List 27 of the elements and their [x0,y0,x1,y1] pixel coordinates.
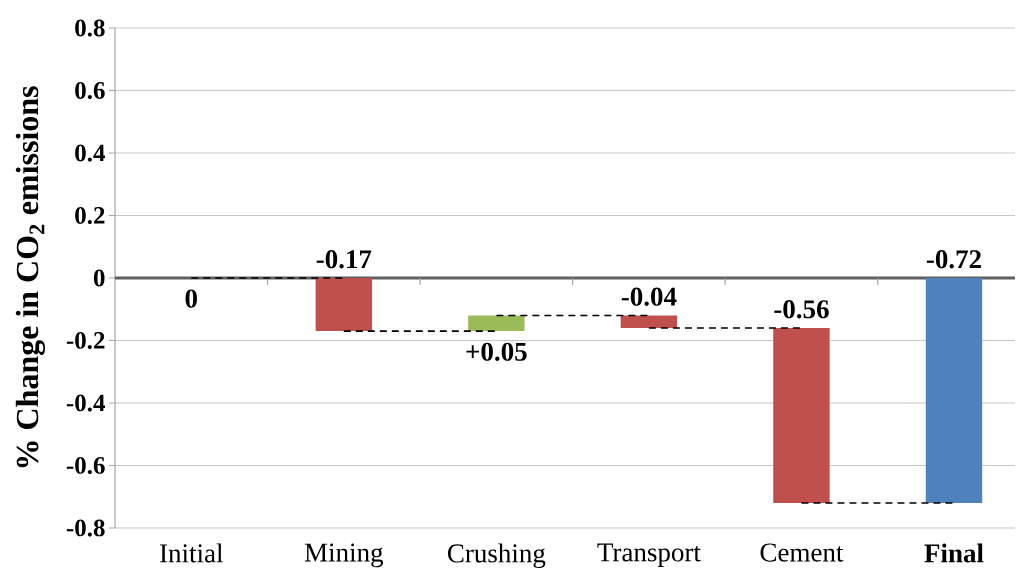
y-tick-label: -0.4 [66,394,105,412]
data-label: -0.72 [926,250,981,269]
y-tick-label: 0.8 [75,19,105,37]
bar [773,327,830,503]
data-label: -0.17 [316,250,372,269]
y-tick-label: -0.2 [66,332,105,349]
x-tick-label: Transport [597,543,701,567]
y-tick-label: -0.6 [66,457,105,474]
data-label: -0.04 [621,287,677,306]
bar [925,277,983,503]
x-tick-label: Final [924,543,984,563]
y-axis-title: % Change in CO$_{2}$ emissions [15,86,46,468]
x-tick-label: Cement [760,543,844,562]
data-label: 0 [185,289,197,308]
y-tick-label: 0.6 [75,82,105,99]
bar [468,315,525,332]
y-tick-label: -0.8 [66,519,105,537]
y-tick-label: 0.2 [75,207,105,224]
y-tick-label: 0 [93,269,105,287]
x-tick-label: Crushing [447,543,546,569]
data-label: +0.05 [466,342,527,361]
bar [620,315,678,328]
x-tick-label: Initial [160,543,223,563]
y-tick-label: 0.4 [75,144,105,162]
bar [315,277,373,332]
data-label: -0.56 [774,300,829,319]
x-tick-label: Mining [304,543,384,568]
